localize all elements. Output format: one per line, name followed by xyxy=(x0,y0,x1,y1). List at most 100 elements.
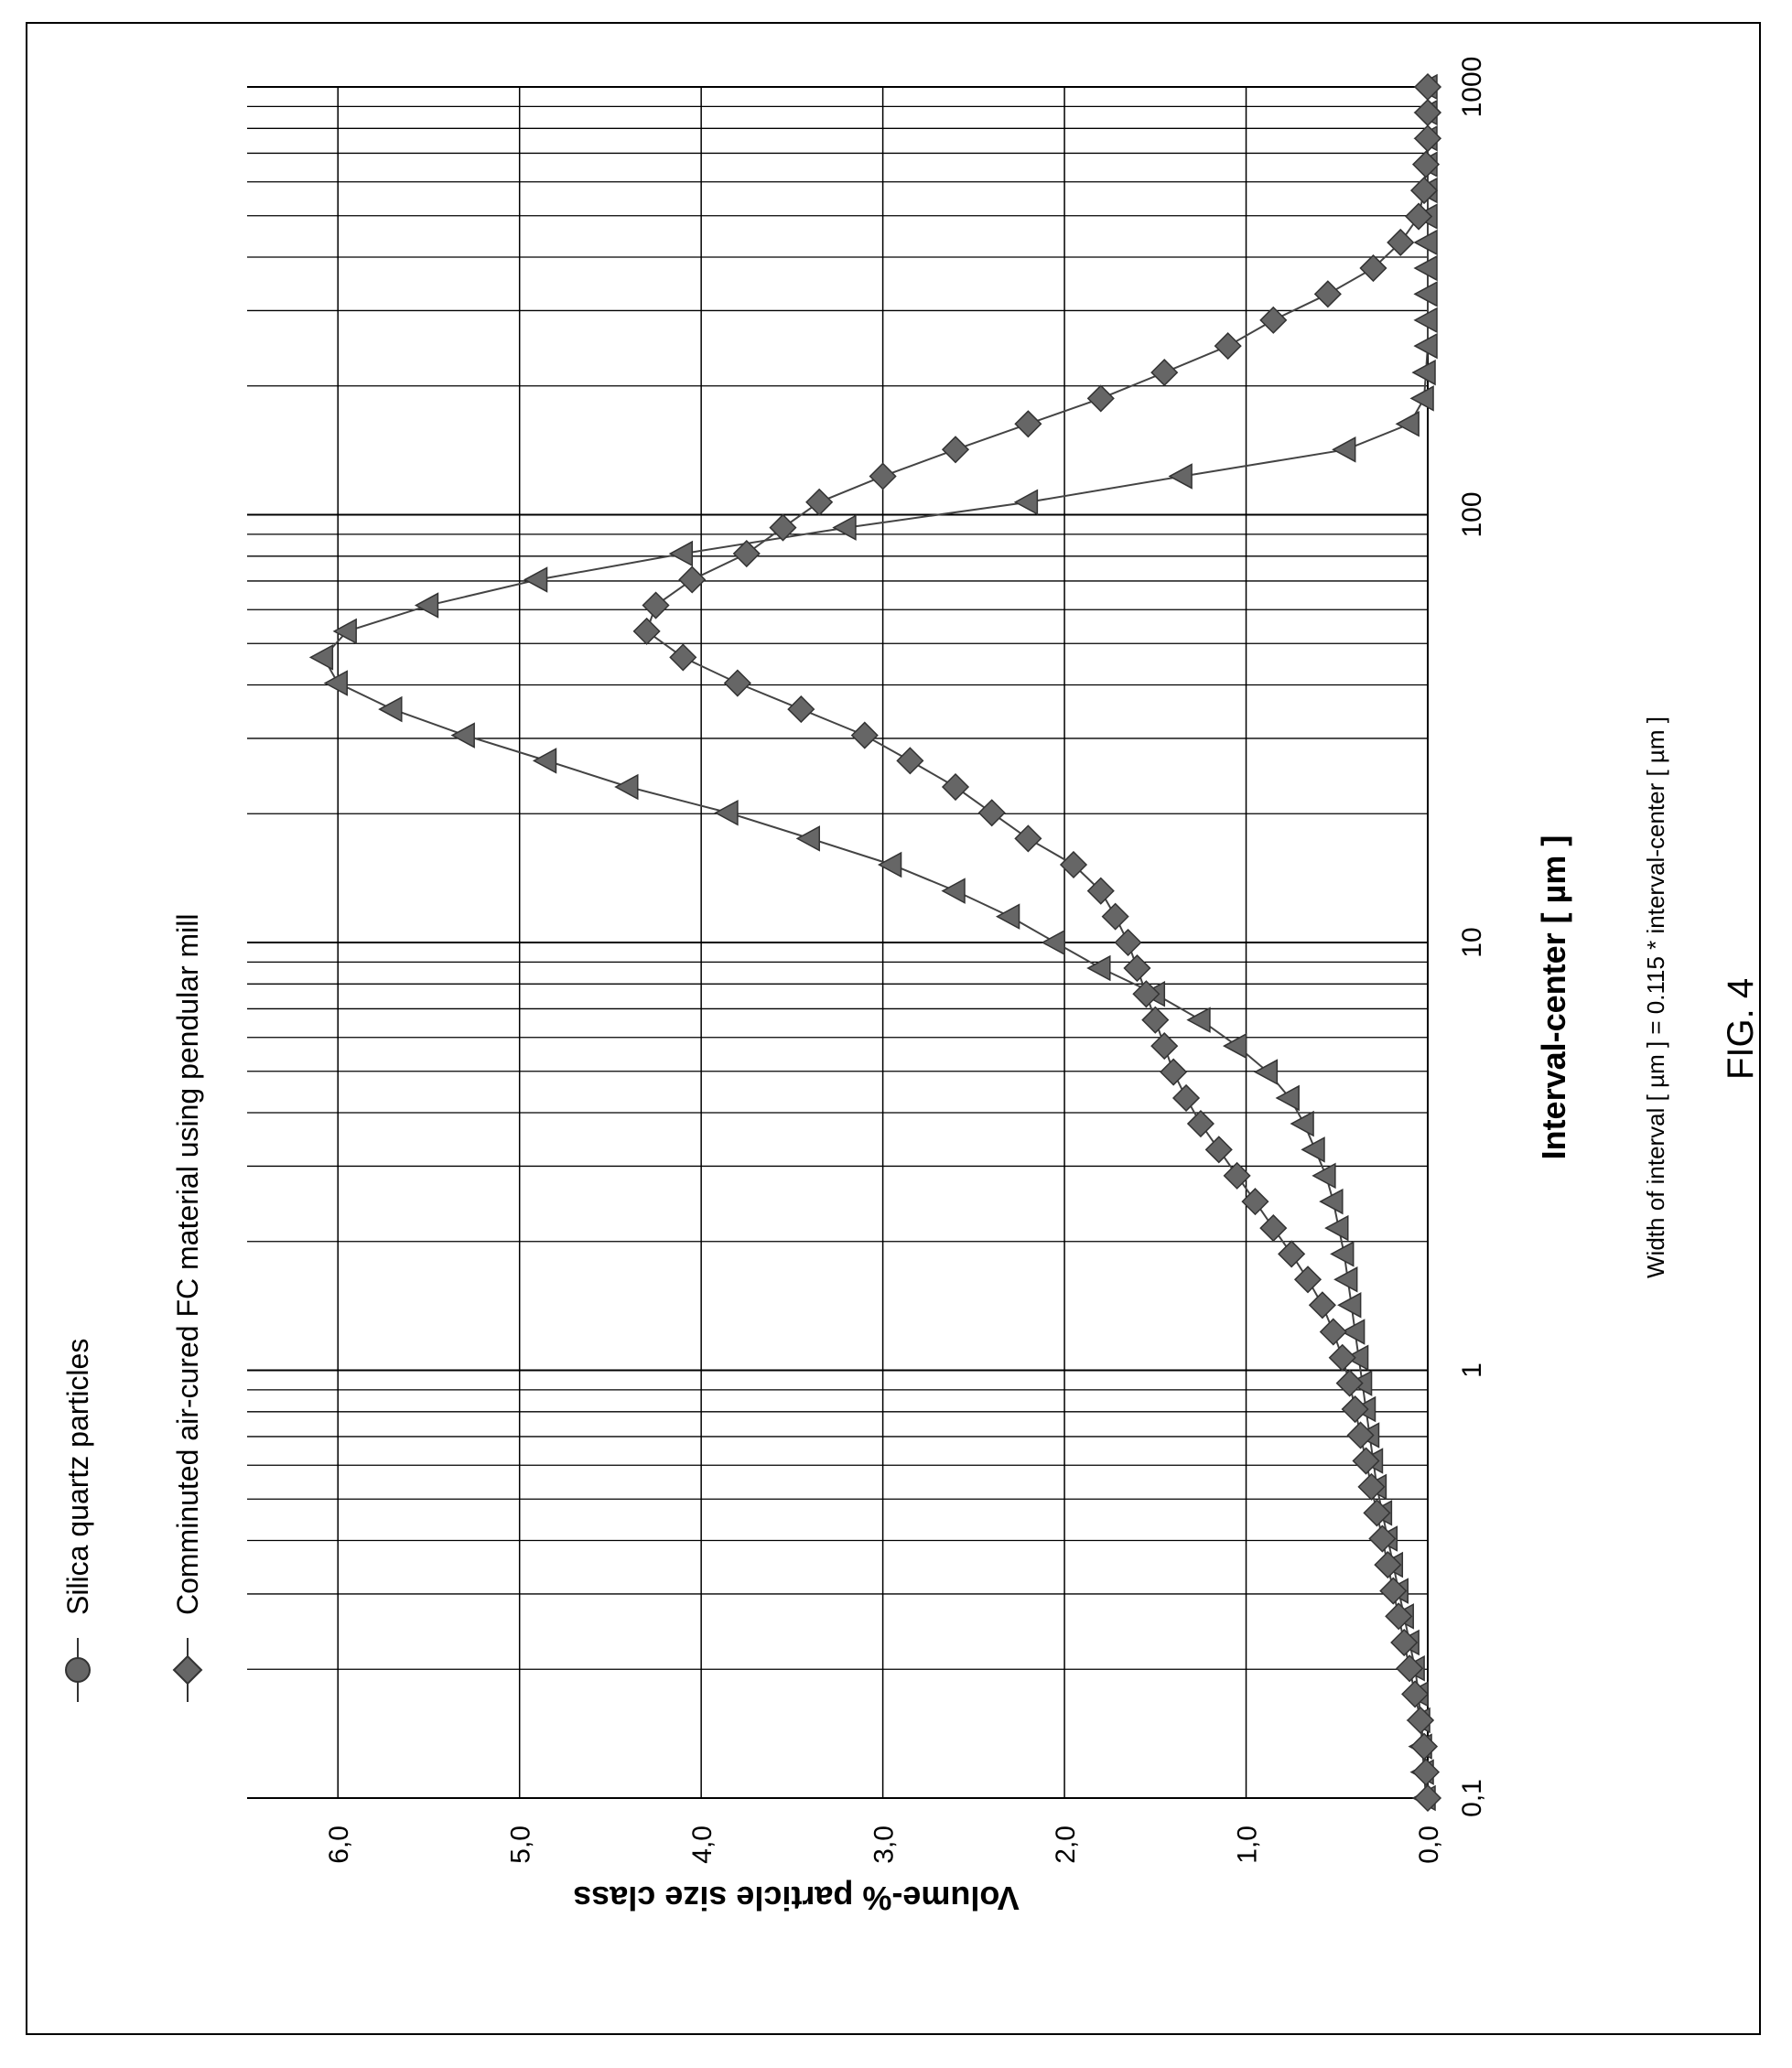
data-point-fc xyxy=(1379,1577,1408,1605)
data-point-silica xyxy=(378,695,403,723)
data-point-fc xyxy=(1313,280,1342,308)
data-point-silica xyxy=(1344,1344,1369,1372)
y-tick-label: 2,0 xyxy=(1051,1826,1081,1864)
data-point-fc xyxy=(1411,1758,1441,1786)
data-point-fc xyxy=(941,436,970,464)
x-tick-label: 1 xyxy=(1457,1363,1487,1378)
data-point-fc xyxy=(1259,306,1288,334)
data-point-silica xyxy=(1319,1188,1344,1215)
data-point-silica xyxy=(668,540,694,567)
data-point-fc xyxy=(1160,1058,1188,1086)
data-point-fc xyxy=(1223,1161,1251,1190)
interval-width-note: Width of interval [ µm ] = 0.115 * inter… xyxy=(1642,716,1669,1278)
data-point-fc xyxy=(1308,1291,1336,1319)
data-point-fc xyxy=(805,488,834,516)
data-point-fc xyxy=(1123,953,1151,983)
data-point-fc xyxy=(1278,1240,1306,1268)
data-point-fc xyxy=(869,462,897,490)
data-point-fc xyxy=(787,695,815,724)
data-point-fc xyxy=(850,721,879,749)
data-point-silica xyxy=(1413,307,1438,334)
data-point-fc xyxy=(1405,202,1433,231)
data-point-silica xyxy=(1086,954,1111,982)
data-point-fc xyxy=(1101,902,1129,931)
data-point-silica xyxy=(1341,1319,1366,1345)
data-point-silica xyxy=(832,514,857,541)
data-point-fc xyxy=(1319,1318,1347,1346)
data-point-fc xyxy=(1335,1369,1364,1397)
data-point-fc xyxy=(1328,1343,1356,1372)
data-point-fc xyxy=(1150,1032,1179,1061)
data-point-fc xyxy=(1352,1447,1380,1475)
data-point-fc xyxy=(1259,1214,1288,1243)
data-point-fc xyxy=(1413,72,1442,102)
data-point-fc xyxy=(1293,1266,1322,1294)
y-tick-label: 5,0 xyxy=(506,1826,536,1864)
y-tick-label: 0,0 xyxy=(1414,1826,1444,1864)
data-point-fc xyxy=(1413,1783,1442,1813)
data-point-fc xyxy=(1241,1188,1269,1216)
x-tick-label: 0,1 xyxy=(1457,1779,1487,1817)
data-point-fc xyxy=(1390,1628,1419,1657)
data-point-fc xyxy=(723,669,751,697)
data-point-silica xyxy=(414,592,439,619)
series-layer xyxy=(308,72,1442,1813)
data-point-silica xyxy=(1413,332,1438,360)
y-tick-label: 1,0 xyxy=(1233,1826,1263,1864)
data-point-fc xyxy=(1341,1395,1369,1424)
data-point-silica xyxy=(1312,1162,1336,1190)
data-point-fc xyxy=(632,617,661,645)
data-point-silica xyxy=(1041,929,1065,956)
data-point-silica xyxy=(332,618,357,645)
data-point-fc xyxy=(896,747,924,775)
data-point-silica xyxy=(450,722,475,749)
data-point-fc xyxy=(1409,177,1439,205)
legend-item-fc: Comminuted air-cured FC material using p… xyxy=(171,913,204,1702)
data-point-fc xyxy=(941,772,970,802)
x-tick-label: 100 xyxy=(1457,491,1487,537)
data-point-fc xyxy=(1014,410,1042,438)
data-point-fc xyxy=(1086,384,1115,413)
data-point-silica xyxy=(1330,1241,1355,1267)
y-tick-label: 3,0 xyxy=(869,1826,900,1864)
data-point-fc xyxy=(642,591,670,619)
data-point-silica xyxy=(1333,1266,1358,1293)
data-point-silica xyxy=(995,903,1020,930)
figure-label: FIG. 4 xyxy=(1721,977,1761,1080)
legend-marker-diamond xyxy=(172,1654,203,1686)
data-point-silica xyxy=(1223,1032,1247,1060)
data-point-silica xyxy=(1409,385,1434,412)
tick-labels: 0,1 1 10 100 1000 0,0 1,0 2,0 3,0 4,0 5,0 6,0 xyxy=(324,57,1487,1864)
data-point-fc xyxy=(1385,1602,1413,1631)
data-point-fc xyxy=(1374,1551,1402,1579)
data-point-fc xyxy=(1014,824,1042,853)
data-point-silica xyxy=(1253,1059,1279,1085)
data-point-silica xyxy=(532,748,557,774)
data-point-fc xyxy=(1346,1421,1375,1449)
data-point-fc xyxy=(1411,150,1441,178)
data-point-silica xyxy=(1290,1110,1314,1137)
data-point-fc xyxy=(1409,1732,1439,1761)
legend-label-fc: Comminuted air-cured FC material using p… xyxy=(171,913,204,1615)
data-point-silica xyxy=(1332,436,1356,463)
legend: Silica quartz particles Comminuted air-c… xyxy=(61,913,204,1702)
data-point-fc xyxy=(678,565,707,594)
x-axis-title: Interval-center [ µm ] xyxy=(1535,835,1572,1160)
data-point-fc xyxy=(1114,928,1142,957)
data-point-fc xyxy=(1059,850,1088,879)
data-point-fc xyxy=(1413,98,1442,127)
data-point-fc xyxy=(1401,1680,1430,1708)
data-point-fc xyxy=(1186,1109,1214,1138)
data-point-fc xyxy=(1363,1499,1391,1527)
data-point-fc xyxy=(1204,1136,1233,1164)
data-point-fc xyxy=(1387,228,1415,257)
data-point-silica xyxy=(1013,489,1039,516)
data-point-fc xyxy=(1132,980,1160,1008)
data-point-silica xyxy=(523,566,548,593)
data-point-silica xyxy=(1301,1136,1325,1163)
data-point-silica xyxy=(1324,1214,1349,1242)
legend-label-silica: Silica quartz particles xyxy=(61,1339,94,1615)
data-point-silica xyxy=(941,878,966,904)
data-point-fc xyxy=(1357,1472,1386,1501)
